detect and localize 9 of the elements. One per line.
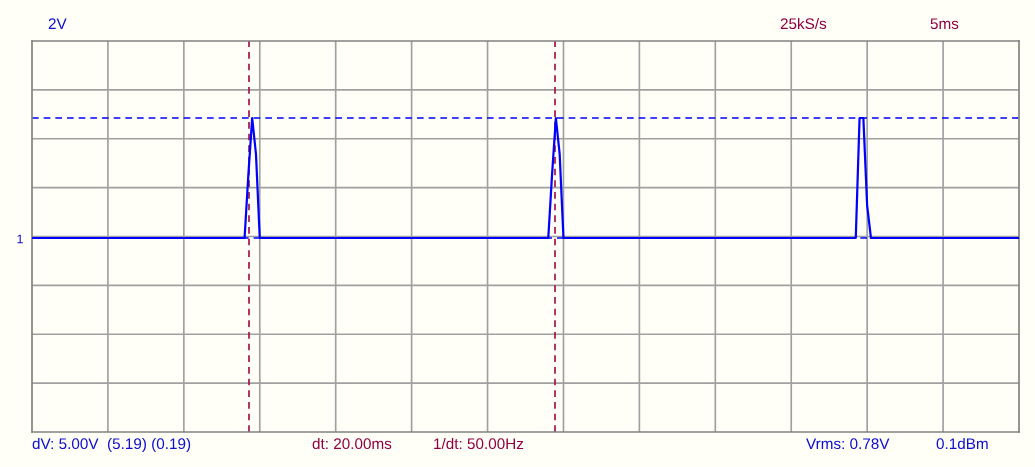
text: 1 — [17, 234, 23, 244]
text: dV: 5.00V (5.19) (0.19) — [32, 437, 191, 453]
text: 25kS/s — [780, 17, 827, 30]
text: 0.1dBm — [936, 437, 988, 450]
text: 5ms — [930, 18, 959, 30]
text: 2V — [48, 18, 67, 29]
text: dt: 20.00ms — [312, 437, 392, 450]
text: Vrms: 0.78V — [806, 438, 890, 450]
text: 1/dt: 50.00Hz — [434, 437, 524, 450]
